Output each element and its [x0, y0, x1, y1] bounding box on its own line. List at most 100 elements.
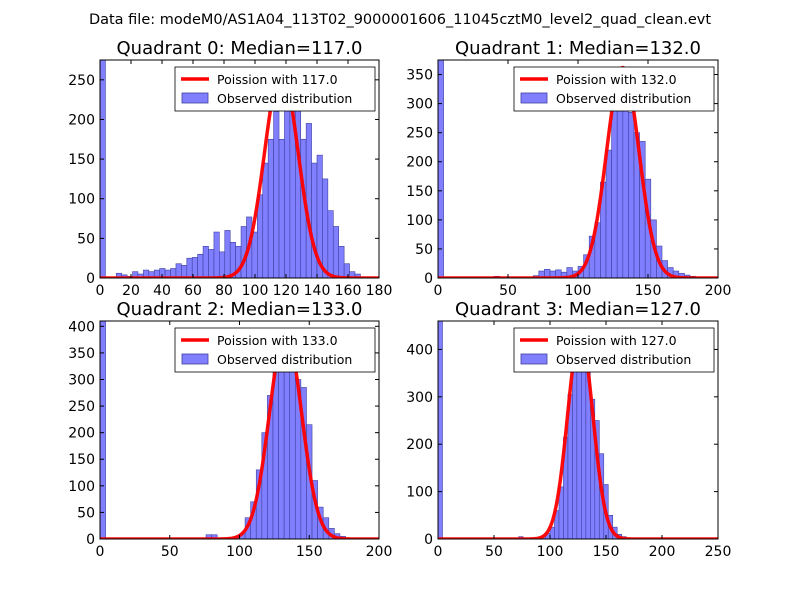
y-tick-label: 300 [406, 390, 433, 406]
plot-content [100, 60, 379, 278]
x-tick-label: 120 [273, 283, 300, 299]
y-tick-label: 50 [415, 242, 433, 258]
histogram-bar [611, 106, 618, 278]
x-tick-label: 20 [122, 283, 140, 299]
y-tick-label: 0 [86, 532, 95, 548]
x-tick-label: 0 [434, 544, 443, 560]
histogram-bar [186, 257, 193, 278]
y-tick-label: 200 [68, 112, 95, 128]
y-tick-label: 150 [68, 152, 95, 168]
histogram-bar [284, 99, 291, 278]
poisson-curve [438, 65, 718, 278]
y-tick-label: 100 [68, 192, 95, 208]
legend-bar-swatch [520, 92, 548, 104]
histogram-bar [343, 263, 350, 278]
legend-box [174, 327, 376, 373]
histogram-bar [294, 95, 302, 278]
histogram-bar [622, 85, 629, 278]
panel-3: 0 50 100 150 200 250 0 100 200 300 400 Quadrant 3: … [406, 299, 731, 560]
x-tick-label: 200 [705, 283, 732, 299]
x-tick-label: 100 [537, 544, 564, 560]
x-tick-label: 80 [215, 283, 233, 299]
x-tick-label: 60 [184, 283, 202, 299]
x-tick-label: 100 [242, 283, 269, 299]
histogram-bar [338, 245, 345, 278]
panels: 0 20 40 60 80 100 120 140 160 180050100150200250Q… [68, 38, 731, 560]
histogram-bar [332, 226, 339, 278]
histogram-bar [305, 123, 312, 278]
legend-box [513, 327, 715, 373]
y-tick-label: 400 [406, 342, 433, 358]
y-tick-label: 0 [86, 271, 95, 287]
histogram-bar [438, 60, 444, 278]
y-tick-label: 300 [406, 97, 433, 113]
panel-title: Quadrant 2: Median=133.0 [117, 299, 363, 320]
panel-1: 0 50 100 150 200 0 50 100 150 200 250 300 350 Quadran… [406, 38, 731, 299]
panel-title: Quadrant 3: Median=127.0 [455, 299, 701, 320]
histogram-bar [327, 210, 334, 278]
y-tick-label: 0 [424, 271, 433, 287]
y-tick-label: 150 [68, 452, 95, 468]
y-tick-label: 350 [68, 346, 95, 362]
legend-curve-label: Poission with 117.0 [217, 72, 338, 87]
panel-title: Quadrant 0: Median=117.0 [117, 38, 363, 59]
histogram-bar [289, 344, 296, 539]
y-tick-label: 350 [406, 68, 433, 84]
poisson-curve [100, 68, 379, 278]
x-tick-label: 40 [153, 283, 171, 299]
legend-curve-label: Poission with 132.0 [556, 72, 677, 87]
histogram-bar [224, 230, 231, 278]
histogram-bar [251, 231, 258, 278]
histogram-bar [100, 60, 106, 278]
x-tick-label: 100 [226, 544, 253, 560]
y-tick-label: 50 [77, 231, 95, 247]
x-tick-label: 0 [434, 283, 443, 299]
legend-bar-label: Observed distribution [217, 91, 352, 106]
y-tick-label: 100 [406, 485, 433, 501]
histogram-bar [202, 245, 209, 278]
x-tick-label: 150 [296, 544, 323, 560]
y-tick-label: 250 [68, 399, 95, 415]
histogram-bar [581, 358, 587, 539]
histogram-bar [208, 249, 215, 278]
histogram-bar [311, 162, 318, 278]
x-tick-label: 250 [705, 544, 732, 560]
x-tick-label: 200 [366, 544, 393, 560]
histogram-bar [438, 321, 443, 539]
histogram-bar [278, 138, 285, 278]
histogram-bar [100, 321, 106, 539]
histogram-bar [267, 138, 274, 278]
y-tick-label: 100 [406, 213, 433, 229]
y-tick-label: 200 [406, 437, 433, 453]
legend-bar-swatch [520, 353, 548, 365]
legend-bar-swatch [181, 353, 209, 365]
histogram-bar [322, 178, 329, 278]
legend-bar-label: Observed distribution [217, 352, 352, 367]
histogram-bar [572, 353, 578, 539]
legend: Poission with 133.0 Observed distribution [174, 327, 376, 373]
legend-bar-label: Observed distribution [556, 352, 691, 367]
histogram-bar [616, 94, 624, 278]
legend-box [513, 66, 715, 112]
axes-frame [437, 320, 719, 540]
y-tick-label: 250 [406, 126, 433, 142]
histogram-bar [605, 149, 612, 278]
x-tick-label: 200 [649, 544, 676, 560]
histogram-bar [273, 111, 280, 278]
y-tick-label: 100 [68, 479, 95, 495]
histogram-bar [262, 162, 269, 278]
histogram-bar [278, 363, 285, 539]
y-tick-label: 300 [68, 372, 95, 388]
x-tick-label: 140 [304, 283, 331, 299]
legend-bar-label: Observed distribution [556, 91, 691, 106]
y-tick-label: 0 [424, 532, 433, 548]
x-tick-label: 150 [635, 283, 662, 299]
histogram-bar [213, 231, 220, 278]
x-tick-label: 0 [96, 544, 105, 560]
legend: Poission with 127.0 Observed distribution [513, 327, 715, 373]
panel-0: 0 20 40 60 80 100 120 140 160 180050100150200250Q… [68, 38, 392, 299]
x-tick-label: 50 [485, 544, 503, 560]
histogram-bar [197, 253, 204, 278]
histogram-bar [175, 263, 182, 278]
